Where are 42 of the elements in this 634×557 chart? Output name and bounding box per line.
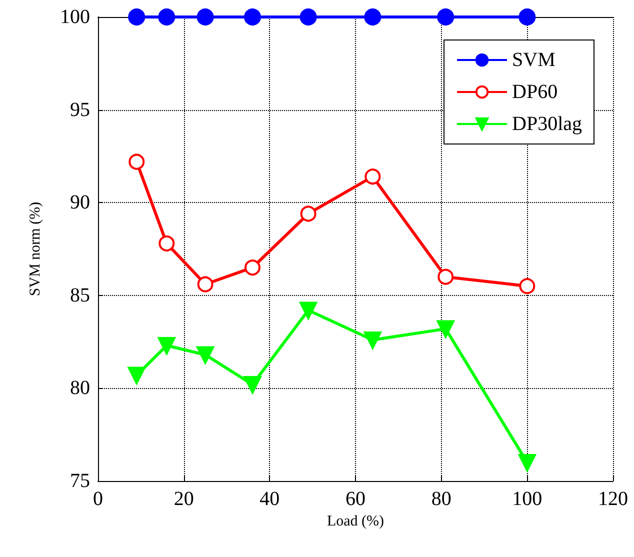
x-tick-label: 100 xyxy=(512,488,542,510)
legend-label: DP60 xyxy=(512,81,558,103)
y-tick-label: 80 xyxy=(70,377,90,400)
point xyxy=(158,235,175,252)
y-tick-label: 100 xyxy=(60,6,90,28)
x-axis-title: Load (%) xyxy=(326,513,384,530)
x-tick-label: 0 xyxy=(93,488,103,510)
legend-label: SVM xyxy=(512,49,556,71)
point xyxy=(196,346,214,364)
point xyxy=(518,454,536,471)
point xyxy=(300,206,316,222)
legend-label: DP30lag xyxy=(512,113,582,135)
point xyxy=(518,8,536,26)
x-tick-label: 40 xyxy=(260,488,280,510)
point xyxy=(196,8,214,26)
point xyxy=(158,8,176,26)
point xyxy=(158,337,176,354)
y-tick-label: 95 xyxy=(70,98,90,121)
point xyxy=(197,276,214,292)
point xyxy=(244,260,260,276)
point xyxy=(244,8,261,26)
point xyxy=(437,8,454,26)
point xyxy=(364,8,382,26)
point xyxy=(300,8,317,26)
y-tick-label: 85 xyxy=(70,284,90,306)
x-tick-label: 20 xyxy=(174,488,194,510)
point xyxy=(438,268,454,285)
x-tick-label: 120 xyxy=(598,488,628,510)
y-tick-label: 75 xyxy=(70,470,90,492)
point xyxy=(364,168,381,185)
point xyxy=(300,302,317,319)
point xyxy=(128,366,146,384)
point xyxy=(364,331,382,348)
y-axis-title: SVM norm (%) xyxy=(28,202,44,296)
point xyxy=(519,278,536,294)
point xyxy=(437,320,454,338)
y-tick-label: 90 xyxy=(70,192,90,214)
x-tick-label: 60 xyxy=(346,488,366,510)
point xyxy=(128,154,145,170)
x-tick-label: 80 xyxy=(431,488,452,510)
point xyxy=(244,376,261,393)
point xyxy=(128,8,146,26)
